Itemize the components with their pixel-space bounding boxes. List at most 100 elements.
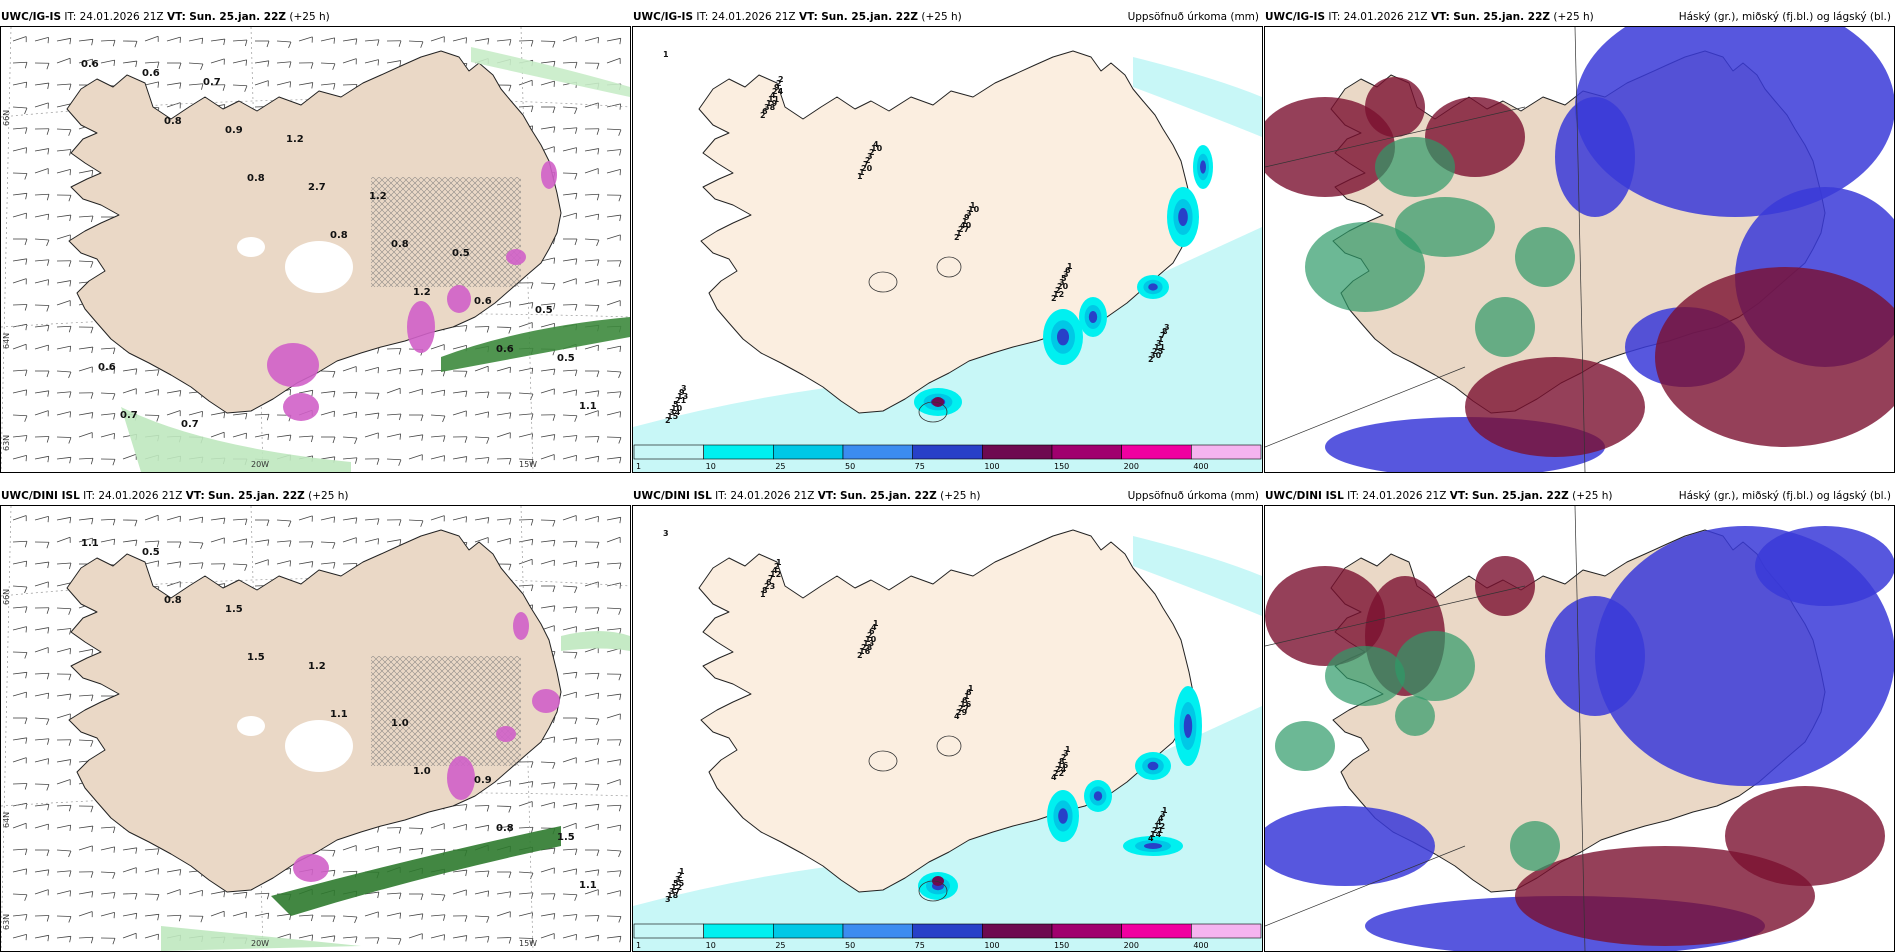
wind-value-label: 0.5 — [557, 353, 575, 364]
map-area[interactable] — [1264, 26, 1895, 473]
precip-cell — [293, 854, 329, 882]
wind-value-label: 0.6 — [81, 59, 99, 70]
lon-label: 20W — [251, 939, 269, 948]
precip-core — [1144, 843, 1162, 849]
lead-time: (+25 h) — [308, 490, 348, 502]
colorbar-label: 100 — [984, 462, 999, 471]
panel-header: UWC/IG-IS IT: 24.01.2026 21Z VT: Sun. 25… — [632, 8, 1263, 26]
mid-cloud — [1395, 631, 1475, 701]
colorbar-swatch — [1191, 445, 1261, 459]
init-time: 24.01.2026 21Z — [98, 490, 182, 502]
mid-cloud — [1515, 227, 1575, 287]
wind-value-label: 0.8 — [496, 823, 514, 834]
model-name: UWC/IG-IS — [1265, 11, 1325, 23]
wind-value-label: 1.2 — [413, 287, 431, 298]
precip-core — [1089, 311, 1097, 323]
map-area[interactable] — [1264, 505, 1895, 952]
cloud-title: Háský (gr.), miðský (fj.bl.) og lágský (… — [1679, 8, 1891, 26]
colorbar-swatch — [1122, 445, 1192, 459]
high-cloud — [1725, 786, 1885, 886]
colorbar-swatch — [843, 445, 913, 459]
low-cloud — [1555, 97, 1635, 217]
colorbar-swatch — [704, 924, 774, 938]
vt-label: VT: — [818, 490, 837, 502]
precip-value-label: 3 — [663, 529, 669, 538]
vt-label: VT: — [799, 11, 818, 23]
colorbar-swatch — [1191, 924, 1261, 938]
colorbar-swatch — [773, 924, 843, 938]
colorbar-swatch — [773, 445, 843, 459]
precip-cell — [267, 343, 319, 387]
precip-value-label: 3 — [1164, 323, 1170, 332]
it-label: IT: — [715, 490, 727, 502]
colorbar-label: 150 — [1054, 941, 1069, 950]
it-label: IT: — [1347, 490, 1359, 502]
glacier-blank — [285, 241, 353, 293]
precip-value-label: 1 — [873, 619, 879, 628]
precip-core — [1148, 762, 1159, 770]
lead-time: (+25 h) — [921, 11, 961, 23]
precip-cell — [496, 726, 516, 742]
colorbar-swatch — [1122, 924, 1192, 938]
cloud-title: Háský (gr.), miðský (fj.bl.) og lágský (… — [1679, 487, 1891, 505]
precip-map: 3124443816292214182328272421376131616121… — [633, 506, 1262, 951]
lead-time: (+25 h) — [289, 11, 329, 23]
init-time: 24.01.2026 21Z — [730, 490, 814, 502]
wind-value-label: 0.8 — [164, 595, 182, 606]
wind-value-label: 1.1 — [579, 880, 597, 891]
precip-value-label: 1 — [1065, 745, 1071, 754]
colorbar-label: 50 — [845, 941, 855, 950]
precip-title: Uppsöfnuð úrkoma (mm) — [1128, 487, 1259, 505]
colorbar-label: 10 — [706, 941, 716, 950]
wind-value-label: 0.6 — [98, 362, 116, 373]
panel-header: UWC/DINI ISL IT: 24.01.2026 21Z VT: Sun.… — [0, 487, 631, 505]
colorbar-label: 25 — [775, 941, 785, 950]
colorbar-swatch — [843, 924, 913, 938]
wind-value-label: 0.6 — [474, 296, 492, 307]
vt-label: VT: — [1450, 490, 1469, 502]
valid-time: Sun. 25.jan. 22Z — [840, 490, 937, 502]
colorbar-label: 100 — [984, 941, 999, 950]
panel-header: UWC/IG-IS IT: 24.01.2026 21Z VT: Sun. 25… — [0, 8, 631, 26]
wind-value-label: 0.8 — [391, 239, 409, 250]
precip-core — [1094, 791, 1102, 801]
wind-value-label: 1.2 — [369, 191, 387, 202]
precip-value-label: 1 — [776, 558, 782, 567]
precip-value-label: 1 — [968, 684, 974, 693]
colorbar-label: 25 — [775, 462, 785, 471]
glacier-blank — [237, 237, 265, 257]
wind-value-label: 1.2 — [286, 134, 304, 145]
lat-label: 63N — [2, 435, 11, 451]
mid-cloud — [1275, 721, 1335, 771]
valid-time: Sun. 25.jan. 22Z — [1453, 11, 1550, 23]
it-label: IT: — [83, 490, 95, 502]
precip-core — [1058, 808, 1068, 824]
model-name: UWC/DINI ISL — [633, 490, 712, 502]
precip-value-label: 4 — [873, 140, 879, 149]
colorbar-label: 1 — [636, 941, 641, 950]
colorbar-label: 1 — [636, 462, 641, 471]
lead-time: (+25 h) — [1553, 11, 1593, 23]
lead-time: (+25 h) — [940, 490, 980, 502]
init-time: 24.01.2026 21Z — [80, 11, 164, 23]
model-name: UWC/DINI ISL — [1, 490, 80, 502]
lat-label: 63N — [2, 914, 11, 930]
high-cloud — [1465, 357, 1645, 457]
precip-core — [1184, 714, 1192, 738]
wind-value-label: 0.8 — [330, 230, 348, 241]
precip-value-label: 3 — [681, 384, 687, 393]
cloud-map — [1265, 506, 1894, 951]
glacier-blank — [285, 720, 353, 772]
high-cloud — [1365, 77, 1425, 137]
wind-value-label: 2.7 — [308, 182, 326, 193]
mid-cloud — [1510, 821, 1560, 871]
mid-cloud — [1325, 646, 1405, 706]
colorbar-label: 75 — [915, 941, 925, 950]
valid-time: Sun. 25.jan. 22Z — [208, 490, 305, 502]
precip-value-label: 1 — [1067, 262, 1073, 271]
colorbar-label: 200 — [1124, 462, 1139, 471]
